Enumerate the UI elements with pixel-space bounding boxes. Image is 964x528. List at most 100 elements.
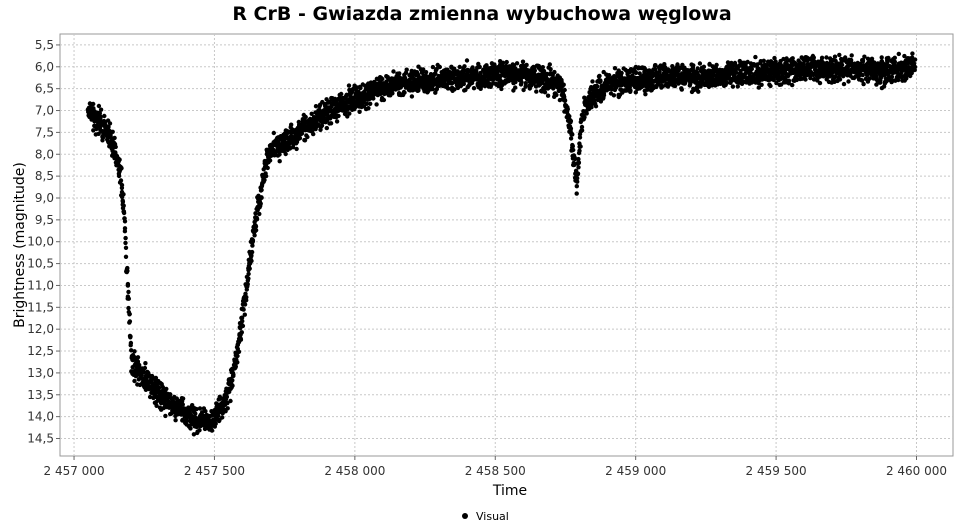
data-point	[324, 125, 329, 131]
data-point	[837, 77, 843, 82]
data-point	[239, 330, 244, 335]
data-point	[246, 276, 251, 281]
data-point	[120, 199, 126, 204]
data-point	[462, 64, 467, 69]
data-point	[911, 61, 917, 66]
x-tick-label: 2 458 500	[465, 464, 526, 478]
data-point	[126, 296, 131, 301]
x-axis-title: Time	[492, 483, 527, 499]
data-point	[562, 87, 567, 93]
data-point	[450, 80, 455, 86]
data-point	[319, 123, 325, 128]
data-point	[180, 396, 186, 401]
data-point	[128, 340, 134, 346]
data-point	[520, 59, 526, 64]
y-tick-label: 9,0	[35, 191, 54, 205]
data-point	[246, 271, 251, 277]
data-point	[125, 281, 131, 287]
data-point	[912, 64, 918, 70]
data-point	[774, 80, 779, 86]
data-point	[633, 90, 638, 95]
data-point	[824, 55, 829, 60]
data-point	[853, 74, 858, 80]
data-point	[236, 349, 242, 354]
data-point	[575, 171, 581, 176]
data-point	[600, 96, 606, 101]
data-point	[253, 228, 259, 233]
data-point	[253, 224, 259, 229]
data-point	[357, 109, 362, 115]
data-point	[249, 249, 255, 255]
data-point	[568, 136, 574, 141]
data-point	[595, 84, 600, 89]
x-tick-label: 2 459 500	[746, 464, 807, 478]
data-point	[790, 82, 795, 88]
data-point	[313, 104, 319, 109]
data-point	[404, 67, 409, 72]
data-point	[328, 121, 334, 126]
data-point	[283, 151, 288, 157]
data-point	[579, 124, 585, 130]
data-point	[336, 113, 341, 119]
data-point	[303, 114, 308, 120]
data-point	[574, 191, 579, 196]
data-point	[570, 132, 575, 137]
data-point	[584, 111, 589, 116]
data-point	[701, 64, 707, 70]
data-point	[504, 59, 509, 65]
y-tick-label: 7,5	[35, 125, 54, 139]
data-point	[96, 103, 102, 109]
data-point	[552, 69, 557, 75]
data-point	[121, 203, 126, 208]
x-tick-label: 2 457 500	[184, 464, 245, 478]
data-point	[262, 177, 267, 183]
data-point	[238, 337, 244, 342]
data-point	[106, 124, 111, 130]
data-point	[892, 55, 897, 60]
data-point	[249, 258, 254, 264]
data-point	[578, 144, 583, 149]
data-point	[277, 159, 282, 164]
data-point	[559, 77, 564, 83]
data-point	[653, 67, 658, 72]
data-point	[540, 65, 545, 70]
data-point	[519, 79, 524, 85]
data-point	[524, 62, 529, 68]
data-point	[592, 97, 597, 103]
data-point	[817, 80, 823, 86]
data-point	[495, 68, 500, 74]
data-point	[874, 82, 879, 87]
data-point	[498, 73, 503, 79]
data-point	[889, 74, 895, 80]
data-point	[759, 82, 764, 88]
data-points	[85, 51, 918, 437]
data-point	[902, 53, 907, 59]
data-point	[619, 70, 624, 76]
data-point	[94, 126, 99, 132]
y-tick-label: 6,5	[35, 82, 54, 96]
grid-lines	[60, 34, 953, 456]
data-point	[616, 68, 621, 73]
data-point	[421, 67, 426, 72]
data-point	[112, 135, 117, 141]
y-tick-label: 11,0	[27, 278, 54, 292]
data-point	[224, 394, 229, 399]
data-point	[132, 349, 137, 354]
data-point	[116, 173, 122, 179]
data-point	[912, 57, 918, 62]
data-point	[125, 268, 130, 274]
data-point	[123, 240, 128, 246]
y-tick-label: 8,0	[35, 147, 54, 161]
data-point	[122, 226, 128, 231]
legend: Visual	[462, 510, 509, 523]
y-tick-label: 10,5	[27, 257, 54, 271]
data-point	[191, 432, 197, 437]
data-point	[606, 73, 612, 78]
data-point	[409, 94, 415, 99]
data-point	[772, 55, 777, 61]
data-point	[263, 173, 269, 179]
data-point	[173, 418, 178, 423]
data-point	[126, 289, 131, 295]
y-axis-ticks: 5,5 6,0 6,5 7,0 7,5 8,0 8,5 9,0 9,5 10,0 10,5 11,0 1…	[27, 38, 60, 446]
data-point	[551, 86, 556, 91]
